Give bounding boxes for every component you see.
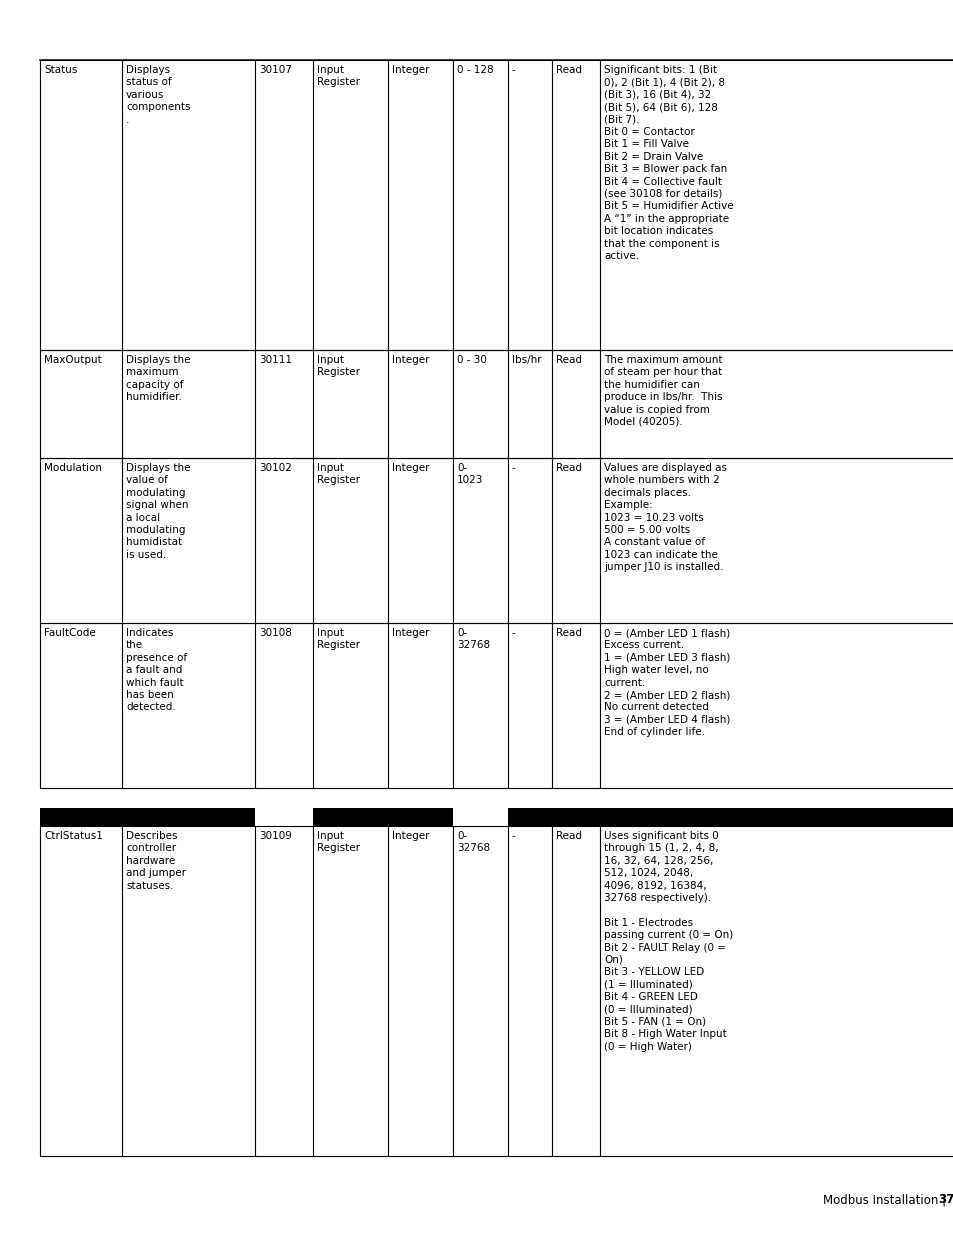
Text: -: - (512, 463, 516, 473)
Text: Integer: Integer (392, 463, 429, 473)
Bar (40, 826, 953, 1156)
Text: 0 = (Amber LED 1 flash)
Excess current.
1 = (Amber LED 3 flash)
High water level: 0 = (Amber LED 1 flash) Excess current. … (603, 629, 730, 737)
Text: Integer: Integer (392, 831, 429, 841)
Text: 30107: 30107 (258, 65, 292, 75)
Bar (313, 808, 453, 826)
Text: Input
Register: Input Register (316, 629, 359, 651)
Text: -: - (512, 65, 516, 75)
Text: Status: Status (44, 65, 77, 75)
Text: 0 - 30: 0 - 30 (456, 354, 486, 366)
Text: Read: Read (556, 463, 581, 473)
Bar (40, 61, 953, 350)
Bar (40, 808, 254, 826)
Text: 30109: 30109 (258, 831, 292, 841)
Bar (40, 622, 953, 788)
Text: Describes
controller
hardware
and jumper
statuses.: Describes controller hardware and jumper… (126, 831, 186, 890)
Text: 30111: 30111 (258, 354, 292, 366)
Text: 0-
1023: 0- 1023 (456, 463, 483, 485)
Text: 0 - 128: 0 - 128 (456, 65, 493, 75)
Text: lbs/hr: lbs/hr (512, 354, 541, 366)
Text: Input
Register: Input Register (316, 831, 359, 853)
Text: 0-
32768: 0- 32768 (456, 831, 490, 853)
Text: Values are displayed as
whole numbers with 2
decimals places.
Example:
1023 = 10: Values are displayed as whole numbers wi… (603, 463, 726, 572)
Text: Read: Read (556, 65, 581, 75)
Text: 30108: 30108 (258, 629, 292, 638)
Text: Input
Register: Input Register (316, 463, 359, 485)
Text: Read: Read (556, 629, 581, 638)
Text: 0-
32768: 0- 32768 (456, 629, 490, 651)
Bar (507, 808, 953, 826)
Text: 37: 37 (937, 1193, 953, 1207)
Text: Displays the
maximum
capacity of
humidifier.: Displays the maximum capacity of humidif… (126, 354, 191, 403)
Text: Integer: Integer (392, 629, 429, 638)
Text: Integer: Integer (392, 354, 429, 366)
Bar (40, 458, 953, 622)
Text: Significant bits: 1 (Bit
0), 2 (Bit 1), 4 (Bit 2), 8
(Bit 3), 16 (Bit 4), 32
(Bi: Significant bits: 1 (Bit 0), 2 (Bit 1), … (603, 65, 733, 261)
Text: Read: Read (556, 354, 581, 366)
Text: Input
Register: Input Register (316, 65, 359, 88)
Text: Displays the
value of
modulating
signal when
a local
modulating
humidistat
is us: Displays the value of modulating signal … (126, 463, 191, 559)
Text: Indicates
the
presence of
a fault and
which fault
has been
detected.: Indicates the presence of a fault and wh… (126, 629, 187, 713)
Text: FaultCode: FaultCode (44, 629, 95, 638)
Text: 30102: 30102 (258, 463, 292, 473)
Text: Integer: Integer (392, 65, 429, 75)
Text: The maximum amount
of steam per hour that
the humidifier can
produce in lbs/hr. : The maximum amount of steam per hour tha… (603, 354, 721, 427)
Text: -: - (512, 629, 516, 638)
Text: Modulation: Modulation (44, 463, 102, 473)
Text: Modbus Installation |: Modbus Installation | (822, 1193, 949, 1207)
Text: Uses significant bits 0
through 15 (1, 2, 4, 8,
16, 32, 64, 128, 256,
512, 1024,: Uses significant bits 0 through 15 (1, 2… (603, 831, 733, 1052)
Text: MaxOutput: MaxOutput (44, 354, 102, 366)
Bar (40, 350, 953, 458)
Text: Input
Register: Input Register (316, 354, 359, 378)
Text: -: - (512, 831, 516, 841)
Text: Read: Read (556, 831, 581, 841)
Text: CtrlStatus1: CtrlStatus1 (44, 831, 103, 841)
Text: Displays
status of
various
components
.: Displays status of various components . (126, 65, 191, 125)
